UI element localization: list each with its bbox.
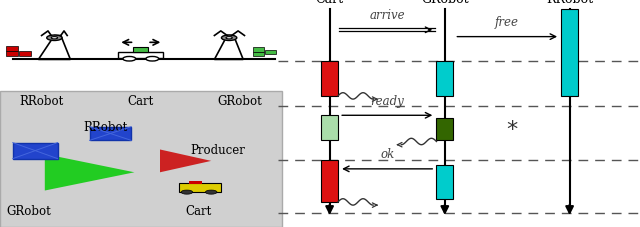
Circle shape [226, 37, 232, 40]
Bar [19, 52, 31, 57]
Text: Cart: Cart [127, 94, 154, 107]
Bar [133, 48, 148, 53]
Bar [179, 183, 221, 192]
Text: arrive: arrive [369, 9, 405, 22]
Bar [321, 160, 338, 202]
Text: Cart: Cart [185, 204, 212, 217]
Polygon shape [45, 154, 134, 191]
Text: ready: ready [371, 94, 404, 107]
Bar [436, 118, 453, 141]
Bar [561, 10, 578, 96]
Bar [321, 116, 338, 141]
Circle shape [146, 57, 159, 62]
Text: GRobot: GRobot [421, 0, 468, 6]
Circle shape [51, 37, 58, 40]
Bar [6, 47, 18, 52]
Circle shape [181, 190, 193, 194]
Bar [13, 143, 58, 159]
Text: free: free [495, 16, 519, 29]
Text: Producer: Producer [190, 143, 245, 156]
Bar [321, 61, 338, 96]
Text: GRobot: GRobot [218, 94, 262, 107]
Bar [189, 181, 202, 184]
Text: ok: ok [380, 148, 394, 160]
Bar [0, 92, 282, 227]
Text: RRobot: RRobot [546, 0, 593, 6]
Bar [253, 48, 264, 52]
Bar [90, 127, 131, 141]
Bar [0, 0, 282, 91]
Text: GRobot: GRobot [6, 204, 51, 217]
Circle shape [221, 36, 237, 41]
Circle shape [47, 36, 62, 41]
Bar [118, 53, 163, 59]
Text: $*$: $*$ [506, 116, 518, 138]
Text: RRobot: RRobot [83, 120, 128, 133]
Polygon shape [160, 150, 211, 173]
Bar [436, 61, 453, 96]
Text: Cart: Cart [316, 0, 344, 6]
Bar [253, 53, 264, 57]
Bar [436, 166, 453, 199]
Text: RRobot: RRobot [19, 94, 64, 107]
Circle shape [205, 190, 217, 194]
Circle shape [123, 57, 136, 62]
Bar [265, 50, 276, 55]
Bar [6, 52, 18, 57]
